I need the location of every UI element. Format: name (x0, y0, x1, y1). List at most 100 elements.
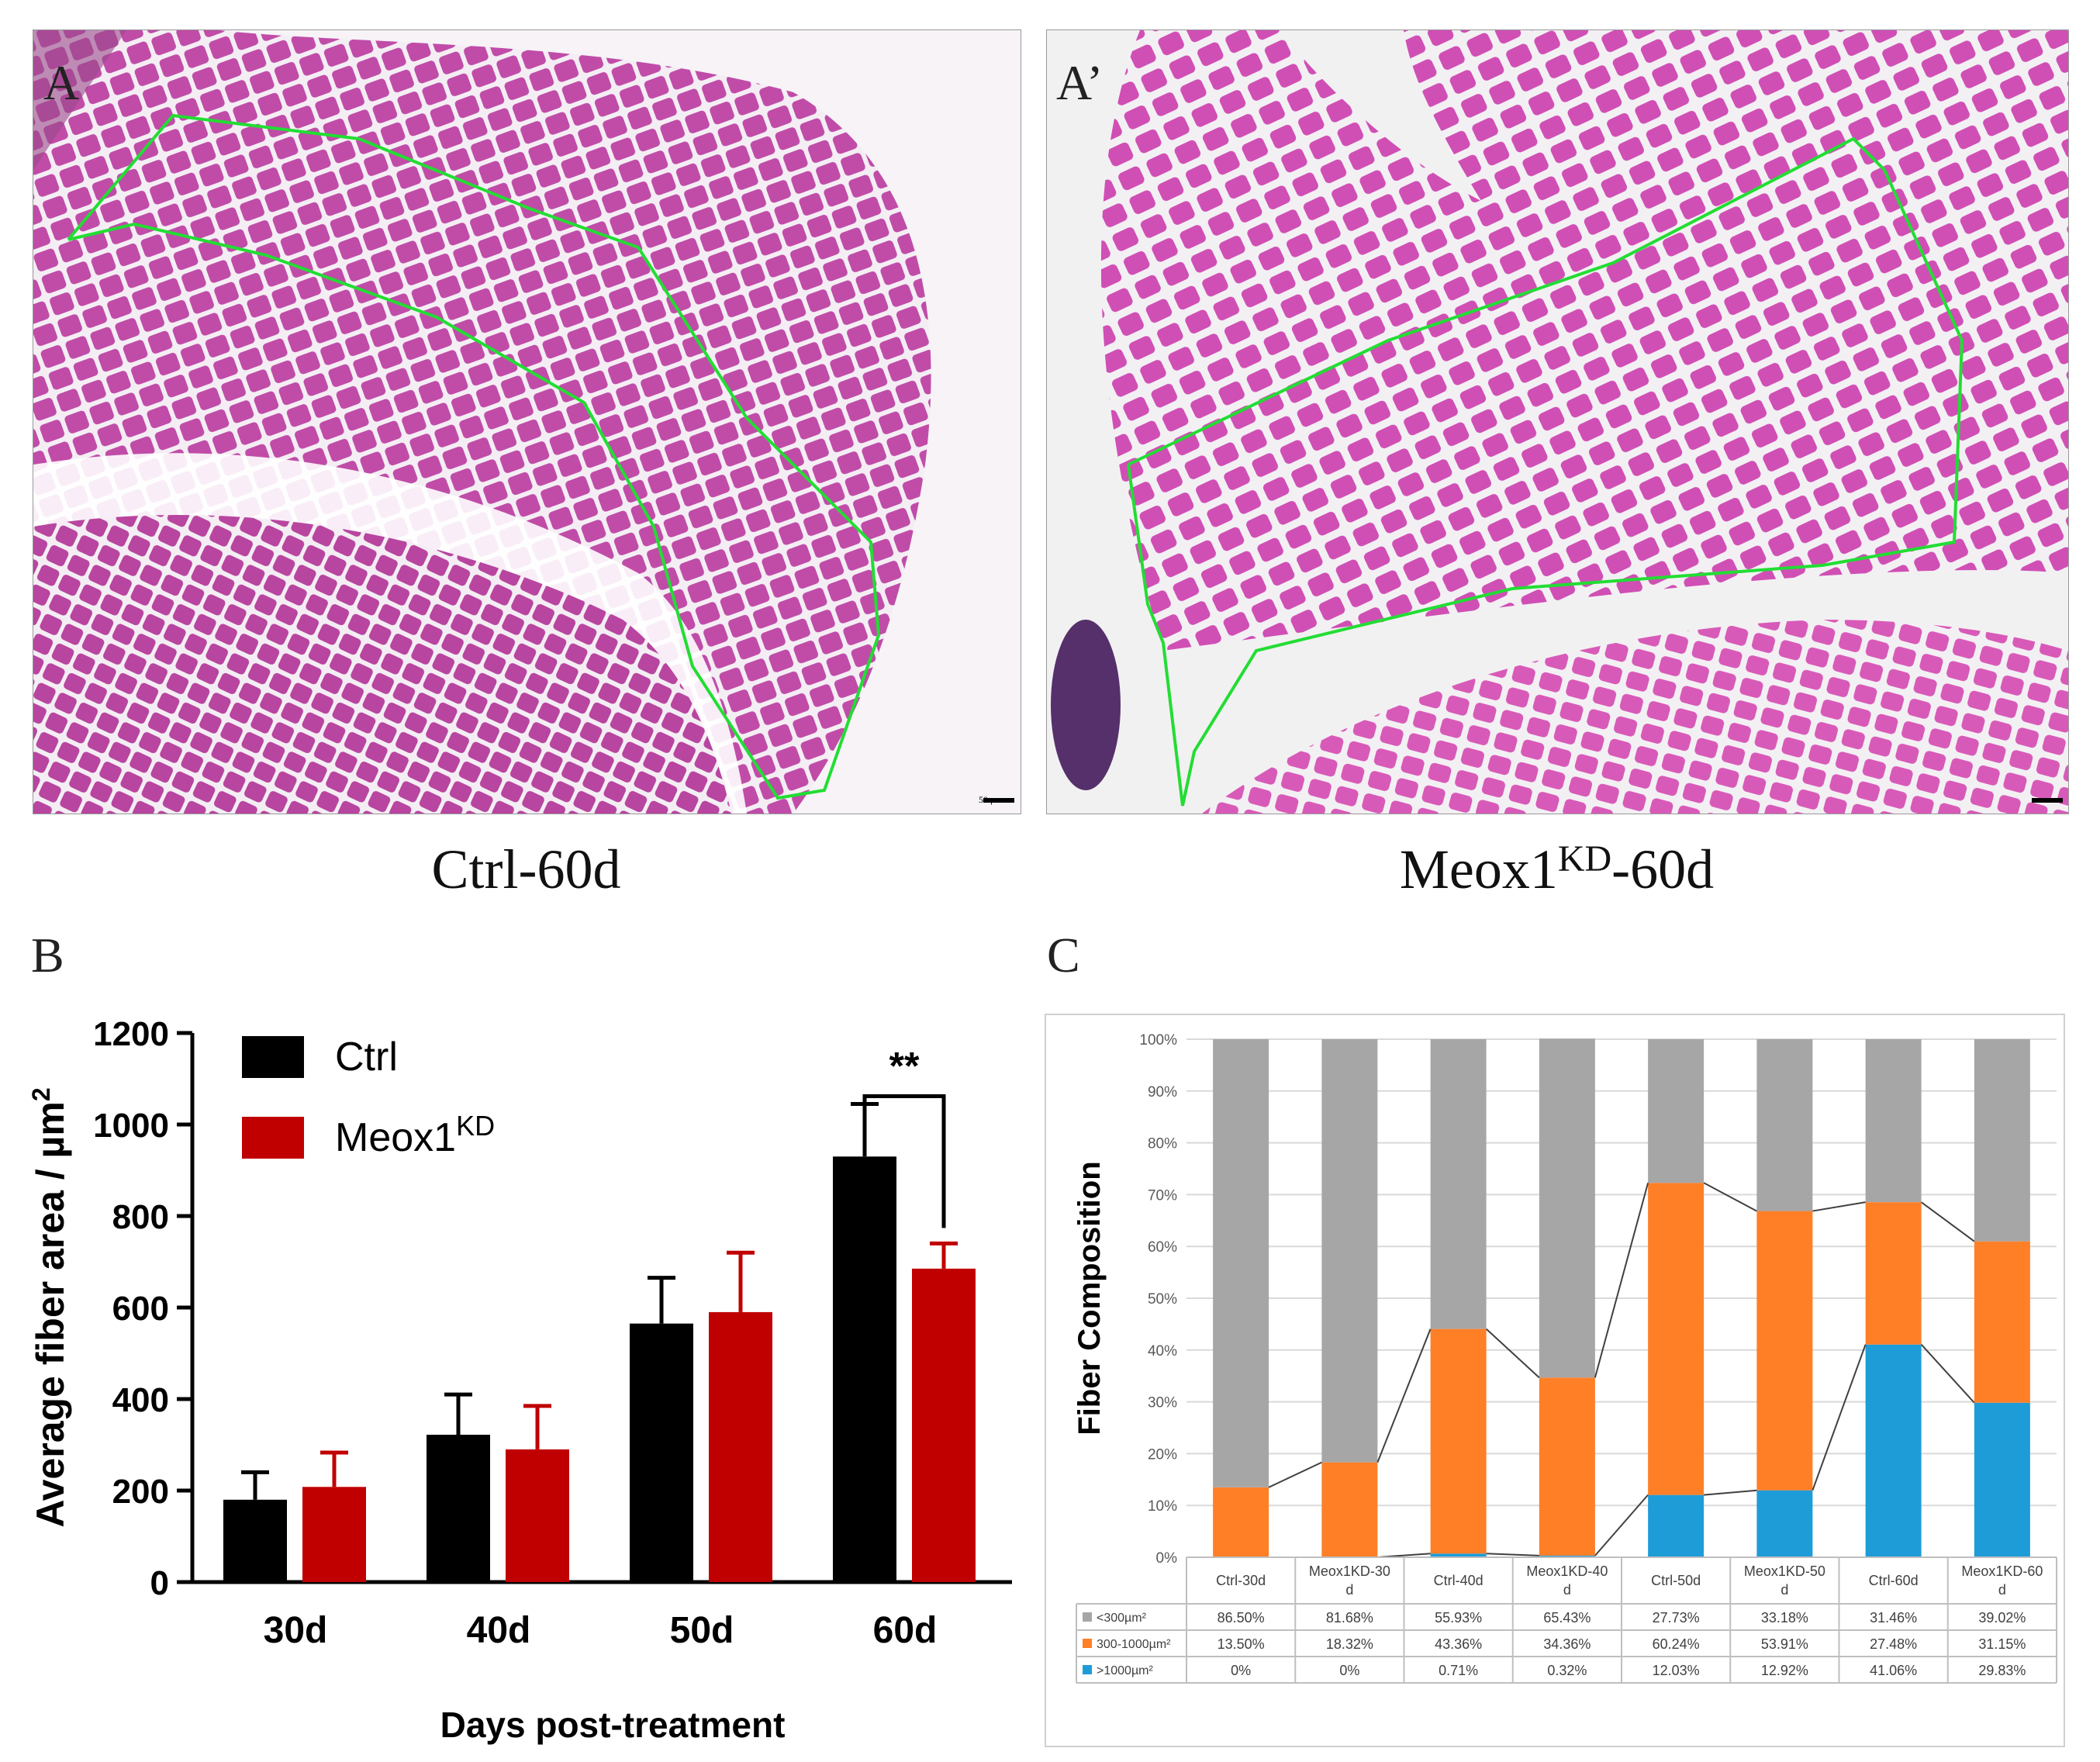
c-bar-segment-Meox1KD-30d-1 (1321, 1462, 1378, 1557)
c-table-cell: 18.32% (1326, 1636, 1373, 1652)
c-bar-segment-Meox1KD-50d-1 (1756, 1211, 1813, 1491)
c-connector-blue (1486, 1553, 1539, 1556)
caption-meox-suffix: -60d (1611, 838, 1715, 900)
b-significance-bracket (862, 1093, 946, 1228)
c-y-tick-label: 100% (1139, 1032, 1177, 1049)
c-connector-mid (1703, 1182, 1757, 1212)
c-legend-label-0: <300µm² (1097, 1612, 1147, 1625)
b-legend-label-ctrl: Ctrl (335, 1035, 398, 1080)
c-bar-segment-Ctrl-40d-0 (1430, 1553, 1487, 1557)
b-x-tick-label-40d: 40d (467, 1610, 531, 1651)
c-connector-blue (1812, 1344, 1867, 1491)
scalebar-label-a: 50 µm (979, 794, 1003, 805)
c-bar-segment-Ctrl-30d-2 (1213, 1039, 1269, 1487)
c-bar-segment-Ctrl-50d-2 (1648, 1039, 1705, 1183)
b-y-axis-label: Average fiber area / µm2 (27, 1087, 72, 1527)
panel-letter-c: C (1047, 928, 1080, 983)
b-bar-meox-50d (709, 1311, 772, 1582)
c-legend-swatch-1 (1083, 1639, 1092, 1648)
c-connector-mid (1268, 1461, 1322, 1488)
c-legend-label-1: 300-1000µm² (1097, 1638, 1171, 1651)
c-connector-mid (1485, 1328, 1540, 1379)
c-category-label: Ctrl-50d (1651, 1573, 1701, 1588)
b-y-tick-label: 200 (112, 1473, 169, 1511)
c-connector-mid (1812, 1201, 1866, 1212)
c-y-tick-label: 0% (1156, 1550, 1178, 1567)
b-bar-ctrl-30d (223, 1499, 287, 1582)
b-y-tick-label: 800 (112, 1198, 169, 1236)
b-legend-swatch-ctrl (242, 1036, 304, 1078)
c-bar-segment-Meox1KD-60d-0 (1974, 1402, 2030, 1557)
c-table-cell: 60.24% (1653, 1636, 1700, 1652)
c-category-label-line1: Meox1KD-50 (1744, 1563, 1825, 1579)
c-table-cell: 0% (1231, 1663, 1251, 1678)
c-table-cell: 12.92% (1761, 1663, 1808, 1678)
c-connector-mid (1376, 1328, 1432, 1463)
b-bar-meox-30d (302, 1487, 366, 1582)
c-category-label-line2: d (1998, 1582, 2006, 1598)
c-y-tick-label: 10% (1148, 1498, 1177, 1515)
b-text: 0 200 400 600 800 1000 1200 Average fiber area … (27, 1015, 937, 1745)
c-category-label-line2: d (1781, 1582, 1788, 1598)
b-x-axis-label: Days post-treatment (440, 1705, 786, 1745)
c-y-tick-label: 90% (1148, 1084, 1177, 1100)
c-y-tick-label: 30% (1148, 1395, 1177, 1411)
c-table-cell: 55.93% (1435, 1610, 1482, 1626)
c-bar-segment-Meox1KD-40d-2 (1539, 1038, 1595, 1378)
b-y-label-main: Average fiber area / µm (29, 1101, 72, 1527)
b-x-tick-label-60d: 60d (873, 1610, 938, 1651)
c-legend-swatch-2 (1083, 1665, 1092, 1674)
c-connector-blue (1704, 1489, 1757, 1496)
c-category-label-line2: d (1563, 1582, 1571, 1598)
caption-meox-prefix: Meox1 (1399, 838, 1558, 900)
c-category-label: Ctrl-30d (1216, 1573, 1266, 1588)
c-table-cell: 41.06% (1870, 1663, 1917, 1678)
b-significance-label: ** (889, 1044, 920, 1087)
c-table-cell: 33.18% (1761, 1610, 1808, 1626)
b-legend-meox-main: Meox1 (335, 1115, 456, 1160)
c-category-label-line1: Meox1KD-60 (1961, 1563, 2043, 1579)
b-legend-swatch-meox (242, 1117, 304, 1159)
c-table-cell: 65.43% (1543, 1610, 1591, 1626)
b-bar-meox-40d (506, 1449, 569, 1582)
meox-histology-svg (1047, 30, 2068, 814)
c-bar-segment-Ctrl-40d-2 (1430, 1039, 1487, 1329)
c-legend-label-2: >1000µm² (1097, 1664, 1153, 1677)
fiber-composition-chart: 0% 10% 20% 30% 40% 50% 60% 70% 80% 90% 100% Fiber C… (1045, 1014, 2065, 1747)
c-table-cell: 86.50% (1218, 1610, 1265, 1626)
c-bar-segment-Meox1KD-60d-1 (1974, 1241, 2030, 1403)
b-y-tick-label: 600 (112, 1290, 169, 1328)
panel-letter-b: B (31, 928, 64, 983)
c-bar-segment-Meox1KD-50d-2 (1756, 1038, 1813, 1211)
meox1kd-60d-histology-image (1046, 29, 2069, 814)
caption-meox-sup: KD (1557, 838, 1612, 879)
c-table-cell: 0.71% (1439, 1663, 1478, 1678)
panel-letter-a-prime: A’ (1056, 55, 1104, 110)
c-y-tick-label: 80% (1148, 1136, 1177, 1152)
caption-ctrl-60d: Ctrl-60d (431, 838, 621, 900)
c-bar-segment-Meox1KD-40d-1 (1539, 1377, 1595, 1556)
c-category-label-line1: Meox1KD-40 (1526, 1563, 1608, 1579)
c-table: Ctrl-30d Meox1KD-30 d Ctrl-40d Meox1KD-40 d Ct… (1076, 1556, 2057, 1684)
c-bar-segment-Meox1KD-30d-2 (1321, 1039, 1378, 1463)
b-y-tick-label: 1000 (93, 1107, 169, 1145)
ctrl-histology-svg (33, 30, 1021, 814)
b-legend-meox-sup: KD (456, 1110, 495, 1142)
c-category-label-line2: d (1345, 1582, 1353, 1598)
c-table-cell: 31.15% (1978, 1636, 2026, 1652)
c-bar-segment-Ctrl-60d-2 (1865, 1039, 1922, 1203)
c-y-tick-label: 50% (1148, 1291, 1177, 1308)
c-bar-segment-Meox1KD-60d-2 (1974, 1039, 2030, 1242)
c-y-axis-label: Fiber Composition (1072, 1161, 1107, 1435)
c-bar-segment-Ctrl-40d-1 (1430, 1328, 1487, 1554)
c-bar-segment-Meox1KD-50d-0 (1756, 1490, 1813, 1557)
c-y-tick-label: 70% (1148, 1187, 1177, 1204)
c-bar-segment-Ctrl-60d-0 (1865, 1344, 1922, 1557)
c-connector-mid (1921, 1201, 1975, 1242)
c-table-cell: 29.83% (1978, 1663, 2026, 1678)
c-table-cell: 13.50% (1218, 1636, 1265, 1652)
b-bar-ctrl-50d (630, 1323, 693, 1582)
average-fiber-area-chart: 0 200 400 600 800 1000 1200 Average fiber area … (27, 1015, 1012, 1745)
b-y-tick-label: 1200 (93, 1015, 169, 1053)
c-table-cell: 0% (1339, 1663, 1359, 1678)
